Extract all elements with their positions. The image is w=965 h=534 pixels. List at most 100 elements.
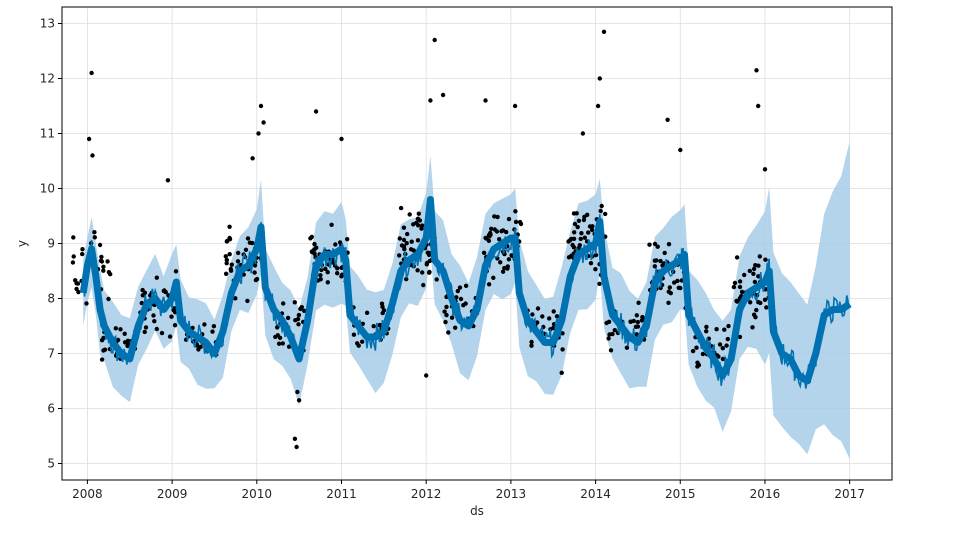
observation-point (463, 283, 469, 288)
observation-point (122, 340, 128, 345)
observation-point (443, 319, 448, 325)
observation-point (335, 271, 340, 276)
observation-point (126, 342, 131, 347)
observation-point (99, 254, 104, 260)
observation-point (571, 236, 577, 241)
y-tick-label: 5 (47, 457, 55, 471)
observation-point (280, 341, 285, 346)
observation-point (397, 253, 402, 258)
observation-point (752, 279, 758, 285)
observation-point (570, 242, 575, 248)
observation-point (293, 318, 298, 323)
observation-point (665, 117, 670, 123)
uncertainty-band (83, 141, 850, 460)
observation-point (667, 285, 672, 290)
observation-point (481, 250, 487, 255)
observation-point (547, 316, 552, 321)
observation-point (318, 273, 323, 278)
observation-point (764, 305, 769, 310)
observation-point (419, 226, 424, 231)
observation-point (152, 319, 157, 324)
observation-point (608, 348, 614, 353)
observation-point (696, 362, 702, 368)
observation-point (140, 287, 145, 293)
observation-point (71, 235, 76, 240)
observation-point (292, 300, 297, 305)
observation-point (737, 334, 743, 340)
observation-point (325, 270, 330, 275)
observation-point (227, 252, 232, 257)
observation-point (599, 203, 604, 209)
observation-point (492, 227, 497, 232)
y-tick-label: 12 (40, 72, 55, 86)
observation-point (229, 262, 234, 267)
observation-point (756, 103, 761, 109)
observation-point (408, 247, 414, 252)
observation-point (751, 312, 757, 317)
observation-point (492, 214, 497, 219)
observation-point (606, 319, 612, 324)
observation-point (499, 229, 504, 234)
observation-point (762, 167, 768, 172)
observation-point (754, 307, 759, 313)
observation-point (588, 261, 594, 266)
observation-point (415, 268, 420, 273)
observation-point (444, 312, 449, 318)
observation-point (593, 267, 598, 272)
observation-point (587, 224, 593, 229)
observation-point (202, 322, 207, 327)
observation-point (360, 339, 365, 344)
observation-point (325, 280, 330, 285)
forecast-line (82, 206, 849, 390)
observation-point (658, 258, 663, 264)
observation-point (757, 254, 762, 259)
observation-point (409, 239, 414, 244)
observation-point (281, 301, 286, 306)
x-tick-label: 2010 (242, 487, 273, 501)
observation-point (245, 298, 250, 304)
observation-point (323, 266, 328, 272)
observation-point (250, 240, 255, 246)
observation-point (662, 250, 667, 256)
observation-point (329, 222, 334, 227)
observation-point (211, 324, 217, 329)
observation-point (243, 247, 249, 252)
observation-point (732, 280, 738, 286)
observation-point (724, 343, 729, 348)
observation-point (567, 238, 572, 243)
observation-point (540, 314, 545, 319)
observation-point (597, 281, 602, 286)
observation-point (601, 29, 607, 34)
x-tick-label: 2016 (750, 487, 781, 501)
observation-point (276, 341, 282, 346)
observation-point (151, 313, 156, 318)
observation-point (720, 346, 725, 351)
observation-point (763, 257, 768, 262)
observation-point (351, 332, 357, 337)
observation-point (294, 444, 299, 450)
observation-point (252, 270, 257, 275)
observation-point (595, 103, 601, 109)
observation-point (606, 336, 611, 341)
observation-point (275, 333, 280, 338)
observation-point (748, 300, 753, 305)
observation-point (379, 301, 385, 306)
x-tick-label: 2009 (157, 487, 188, 501)
observation-point (296, 322, 301, 327)
observation-point (582, 235, 587, 240)
observation-point (308, 236, 313, 241)
observation-point (172, 323, 178, 328)
observation-point (747, 268, 752, 274)
y-tick-label: 7 (47, 347, 55, 361)
observation-point (440, 92, 446, 98)
observation-point (380, 310, 385, 316)
observation-point (483, 98, 488, 103)
observation-point (92, 230, 97, 235)
observation-point (652, 264, 657, 269)
observation-point (165, 178, 171, 183)
x-tick-label: 2008 (72, 487, 103, 501)
observation-point (535, 306, 541, 311)
observation-point (154, 275, 159, 280)
x-axis-label: ds (470, 504, 484, 518)
observation-point (489, 226, 494, 231)
